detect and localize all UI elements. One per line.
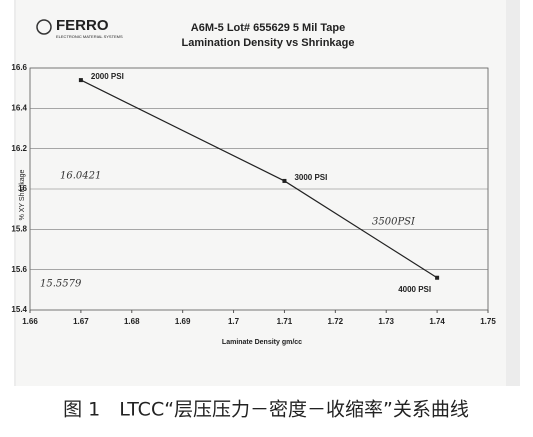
x-tick-label: 1.74 bbox=[429, 317, 445, 326]
chart-title: A6M-5 Lot# 655629 5 Mil Tape bbox=[191, 22, 345, 34]
x-tick-label: 1.7 bbox=[228, 317, 240, 326]
x-tick-label: 1.69 bbox=[175, 317, 191, 326]
data-point bbox=[282, 178, 287, 183]
data-point bbox=[78, 78, 83, 83]
handwritten-note: 15.5579 bbox=[40, 279, 82, 290]
logo-icon bbox=[36, 19, 52, 35]
x-axis-label: Laminate Density gm/cc bbox=[222, 339, 302, 346]
brand-name: FERRO bbox=[56, 17, 109, 34]
x-tick-label: 1.67 bbox=[73, 317, 89, 326]
y-tick-label: 16.6 bbox=[11, 63, 27, 72]
y-tick-label: 15.6 bbox=[11, 265, 27, 274]
y-tick-label: 16.2 bbox=[11, 144, 27, 153]
brand-tagline: ELECTRONIC MATERIAL SYSTEMS bbox=[56, 34, 123, 39]
y-axis-label: % XY Shrinkage bbox=[19, 169, 26, 220]
caption: 图 1 LTCC“层压压力－密度－收缩率”关系曲线 bbox=[63, 399, 469, 421]
point-label: 3000 PSI bbox=[294, 173, 327, 182]
y-tick-label: 16.4 bbox=[11, 103, 27, 112]
point-label: 4000 PSI bbox=[398, 285, 431, 294]
y-tick-label: 15.8 bbox=[11, 224, 27, 233]
x-tick-label: 1.73 bbox=[378, 317, 394, 326]
point-label: 2000 PSI bbox=[91, 72, 124, 81]
x-tick-label: 1.75 bbox=[480, 317, 496, 326]
handwritten-note: 16.0421 bbox=[60, 171, 101, 182]
data-point bbox=[435, 275, 440, 280]
chart-subtitle: Lamination Density vs Shrinkage bbox=[182, 37, 355, 49]
paper bbox=[16, 0, 506, 386]
x-tick-label: 1.72 bbox=[328, 317, 344, 326]
y-tick-label: 16 bbox=[18, 184, 27, 193]
x-tick-label: 1.71 bbox=[277, 317, 293, 326]
y-tick-label: 15.4 bbox=[11, 305, 27, 314]
x-tick-label: 1.66 bbox=[22, 317, 38, 326]
handwritten-note: 3500PSI bbox=[372, 217, 416, 228]
x-tick-label: 1.68 bbox=[124, 317, 140, 326]
